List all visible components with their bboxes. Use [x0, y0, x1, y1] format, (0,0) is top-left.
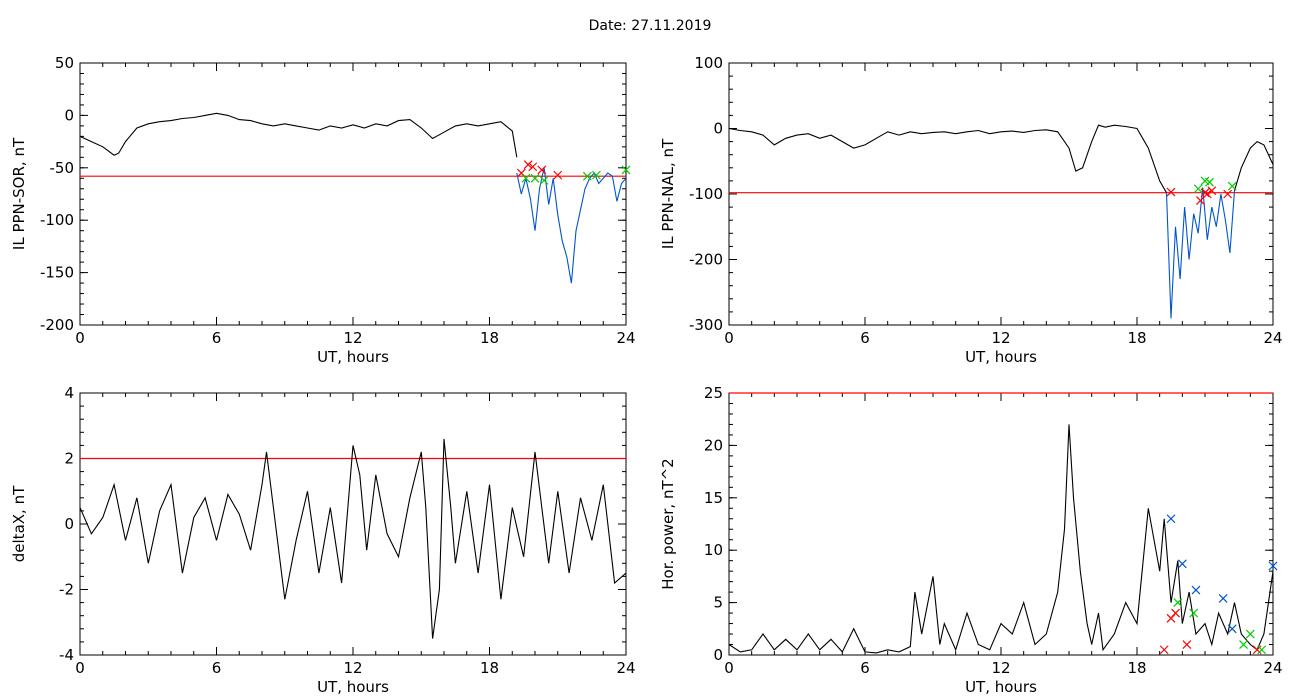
x-tick-label: 24 [616, 329, 635, 347]
x-axis-label: UT, hours [317, 348, 389, 366]
x-tick-label: 12 [343, 329, 362, 347]
start-marker [1171, 608, 1180, 618]
end-marker [1227, 181, 1237, 191]
data-series-line [79, 438, 627, 639]
x-axis-label: UT, hours [965, 348, 1037, 366]
y-tick-label: 4 [64, 384, 74, 402]
start-marker [528, 162, 538, 172]
start-marker [553, 170, 563, 180]
y-tick-label: 0 [713, 646, 723, 664]
x-axis-label: UT, hours [965, 678, 1037, 696]
x-tick-label: 0 [724, 659, 734, 677]
start-marker [1223, 189, 1233, 199]
y-tick-label: -100 [689, 185, 723, 203]
data-series-line [79, 112, 518, 158]
y-tick-label: 100 [694, 54, 723, 72]
end-marker [1205, 177, 1214, 187]
x-tick-label: 0 [724, 329, 734, 347]
end-marker [582, 171, 592, 181]
y-tick-label: 0 [64, 515, 74, 533]
x-tick-label: 12 [343, 659, 362, 677]
end-marker [1239, 640, 1248, 649]
y-tick-label: -200 [40, 316, 74, 334]
start-marker [1207, 186, 1217, 196]
start-marker [537, 165, 547, 175]
y-tick-label: 0 [713, 120, 723, 138]
x-tick-label: 6 [212, 659, 222, 677]
y-axis-label: IL PPN-NAL, nT [659, 138, 677, 249]
page-title: Date: 27.11.2019 [588, 18, 712, 34]
end-marker [1257, 645, 1267, 655]
plot-frame [728, 62, 1274, 326]
end-marker [539, 175, 549, 185]
start-marker [1182, 640, 1192, 649]
x-tick-label: 18 [480, 329, 499, 347]
start-marker [1252, 645, 1262, 655]
y-tick-label: 5 [713, 594, 723, 612]
peak-marker [1166, 514, 1176, 524]
y-axis-label: IL PPN-SOR, nT [10, 137, 28, 250]
x-axis-label: UT, hours [317, 678, 389, 696]
y-tick-label: -150 [40, 264, 74, 282]
x-tick-label: 6 [860, 329, 870, 347]
y-tick-label: 0 [64, 106, 74, 124]
x-tick-label: 6 [212, 329, 222, 347]
start-marker [523, 160, 533, 170]
data-series-line [1233, 140, 1274, 191]
y-axis-label: Hor. power, nT^2 [659, 458, 677, 589]
data-series-line [1165, 187, 1236, 319]
start-marker [1202, 189, 1212, 199]
y-tick-label: 10 [704, 541, 723, 559]
start-marker [1200, 188, 1210, 198]
end-marker [592, 170, 601, 180]
x-tick-label: 12 [991, 329, 1010, 347]
peak-marker [1268, 561, 1278, 571]
peak-marker [1191, 585, 1201, 595]
end-marker [530, 173, 540, 183]
y-tick-label: 15 [704, 489, 723, 507]
data-series-line [728, 124, 1167, 193]
x-tick-label: 24 [616, 659, 635, 677]
end-marker [521, 173, 531, 183]
x-tick-label: 0 [75, 329, 85, 347]
peak-marker [1218, 593, 1228, 603]
y-tick-label: 25 [704, 384, 723, 402]
peak-marker [1177, 559, 1187, 569]
y-tick-label: -50 [50, 159, 75, 177]
y-tick-label: -2 [59, 581, 74, 599]
end-marker [1193, 184, 1203, 194]
start-marker [1196, 196, 1205, 205]
end-marker [1245, 629, 1255, 639]
start-marker [1166, 187, 1176, 197]
peak-marker [1227, 624, 1237, 634]
x-tick-label: 6 [860, 659, 870, 677]
y-tick-label: -300 [689, 316, 723, 334]
data-series-line [516, 167, 627, 284]
start-marker [1159, 645, 1169, 655]
y-tick-label: -4 [59, 646, 74, 664]
x-tick-label: 18 [1127, 659, 1146, 677]
end-marker [1189, 608, 1199, 618]
y-tick-label: 50 [55, 54, 74, 72]
y-axis-label: deltaX, nT [10, 485, 28, 562]
x-tick-label: 24 [1263, 659, 1282, 677]
y-tick-label: -100 [40, 211, 74, 229]
x-tick-label: 18 [1127, 329, 1146, 347]
end-marker [621, 165, 631, 175]
y-tick-label: 2 [64, 450, 74, 468]
data-series-line [728, 424, 1274, 654]
y-tick-label: 20 [704, 436, 723, 454]
x-tick-label: 24 [1263, 329, 1282, 347]
y-tick-label: -200 [689, 251, 723, 269]
end-marker [1173, 598, 1183, 608]
plot-frame [79, 62, 627, 326]
x-tick-label: 12 [991, 659, 1010, 677]
x-tick-label: 18 [480, 659, 499, 677]
x-tick-label: 0 [75, 659, 85, 677]
